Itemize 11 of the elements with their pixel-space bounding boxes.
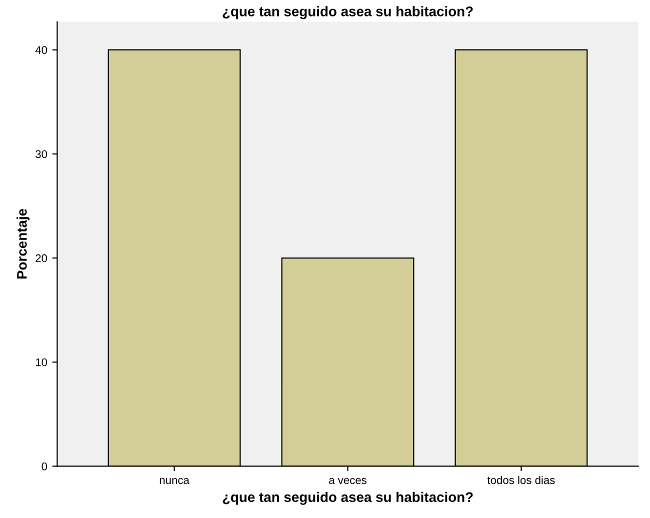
x-axis-title: ¿que tan seguido asea su habitacion? (222, 492, 473, 505)
y-tick-label: 40 (35, 46, 48, 54)
y-tick-label: 30 (36, 150, 48, 158)
y-tick-label: 10 (36, 358, 48, 366)
y-tick-label: 20 (36, 254, 48, 262)
y-axis-title: Porcentaje (16, 208, 30, 279)
y-tick-label: 0 (42, 462, 48, 470)
chart-title: ¿que tan seguido asea su habitacion? (222, 6, 473, 20)
x-tick-label: todos los dias (487, 476, 555, 484)
x-tick-label: nunca (160, 478, 190, 484)
x-tick-label: a veces (329, 478, 366, 484)
